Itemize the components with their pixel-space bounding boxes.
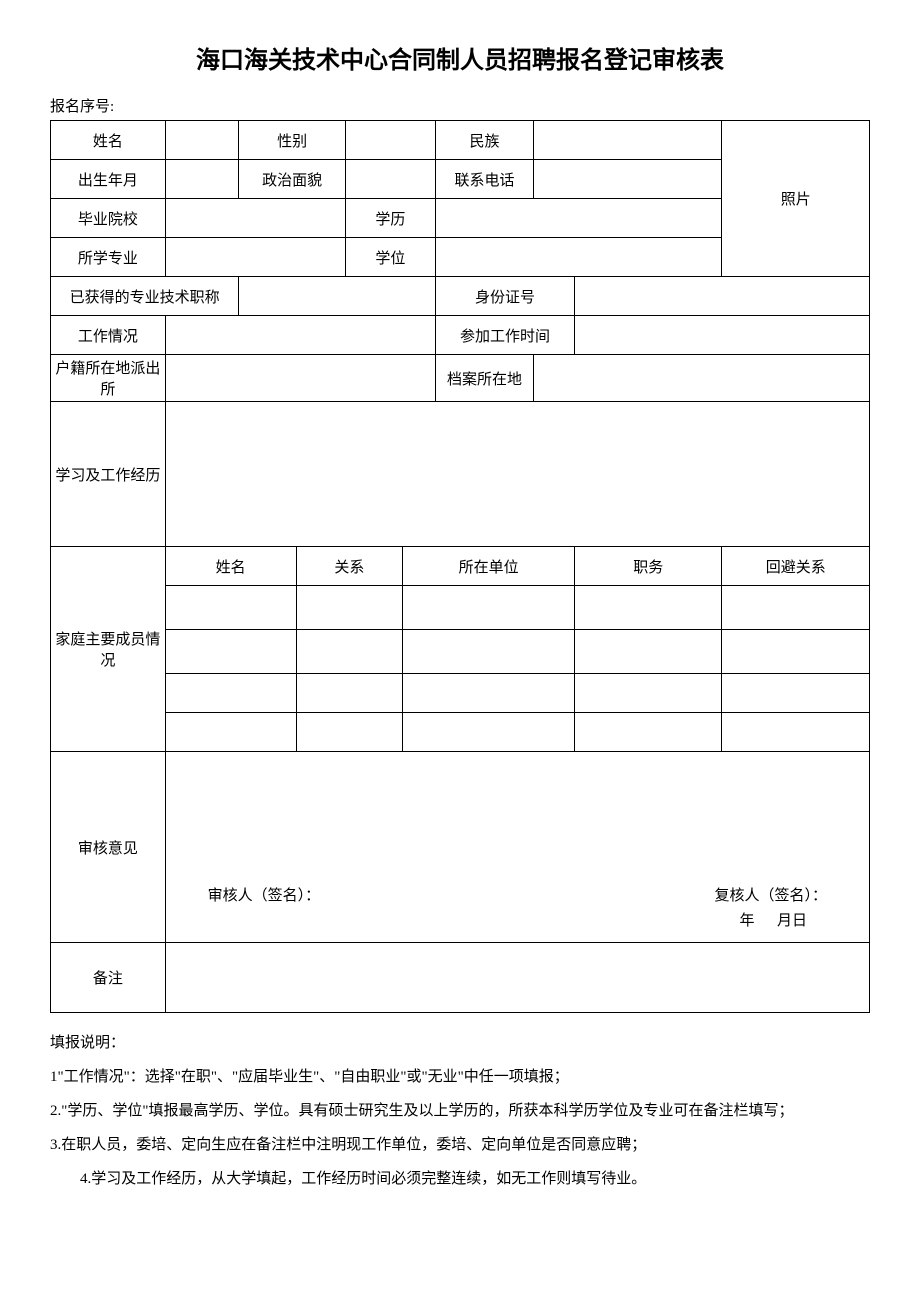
field-work-status[interactable] — [165, 316, 435, 355]
field-archive[interactable] — [534, 355, 870, 402]
fam-row-relation[interactable] — [296, 674, 402, 713]
fam-row-unit[interactable] — [403, 674, 575, 713]
label-phone: 联系电话 — [435, 160, 533, 199]
label-hukou: 户籍所在地派出所 — [51, 355, 166, 402]
fam-row-relation[interactable] — [296, 630, 402, 674]
field-degree[interactable] — [435, 238, 722, 277]
label-school: 毕业院校 — [51, 199, 166, 238]
label-rechecker-signature: 复核人（签名）： — [714, 884, 827, 905]
fam-row-avoid[interactable] — [722, 630, 870, 674]
fam-row-avoid[interactable] — [722, 713, 870, 752]
fam-row-relation[interactable] — [296, 713, 402, 752]
field-ethnicity[interactable] — [534, 121, 722, 160]
label-education: 学历 — [345, 199, 435, 238]
label-work-status: 工作情况 — [51, 316, 166, 355]
label-fam-unit: 所在单位 — [403, 547, 575, 586]
field-work-start[interactable] — [575, 316, 870, 355]
label-fam-position: 职务 — [575, 547, 722, 586]
form-title: 海口海关技术中心合同制人员招聘报名登记审核表 — [50, 40, 870, 75]
note-1: 1"工作情况"：选择"在职"、"应届毕业生"、"自由职业"或"无业"中任一项填报… — [50, 1062, 870, 1092]
label-major: 所学专业 — [51, 238, 166, 277]
instructions: 填报说明： 1"工作情况"：选择"在职"、"应届毕业生"、"自由职业"或"无业"… — [50, 1028, 870, 1194]
field-education[interactable] — [435, 199, 722, 238]
field-name[interactable] — [165, 121, 239, 160]
label-degree: 学位 — [345, 238, 435, 277]
label-archive: 档案所在地 — [435, 355, 533, 402]
fam-row-name[interactable] — [165, 630, 296, 674]
fam-row-avoid[interactable] — [722, 674, 870, 713]
field-political[interactable] — [345, 160, 435, 199]
label-ethnicity: 民族 — [435, 121, 533, 160]
label-birth: 出生年月 — [51, 160, 166, 199]
field-prof-title[interactable] — [239, 277, 436, 316]
field-id-no[interactable] — [575, 277, 870, 316]
field-hukou[interactable] — [165, 355, 435, 402]
fam-row-avoid[interactable] — [722, 586, 870, 630]
fam-row-position[interactable] — [575, 674, 722, 713]
fam-row-position[interactable] — [575, 586, 722, 630]
label-prof-title: 已获得的专业技术职称 — [51, 277, 239, 316]
fam-row-name[interactable] — [165, 713, 296, 752]
note-3: 3.在职人员，委培、定向生应在备注栏中注明现工作单位，委培、定向单位是否同意应聘… — [50, 1130, 870, 1160]
label-id-no: 身份证号 — [435, 277, 574, 316]
note-4: 4.学习及工作经历，从大学填起，工作经历时间必须完整连续，如无工作则填写待业。 — [50, 1164, 870, 1194]
label-family: 家庭主要成员情况 — [51, 547, 166, 752]
label-reviewer-signature: 审核人（签名）： — [208, 884, 321, 905]
fam-row-unit[interactable] — [403, 713, 575, 752]
label-name: 姓名 — [51, 121, 166, 160]
label-fam-relation: 关系 — [296, 547, 402, 586]
label-experience: 学习及工作经历 — [51, 402, 166, 547]
field-major[interactable] — [165, 238, 345, 277]
registration-form-table: 姓名 性别 民族 照片 出生年月 政治面貌 联系电话 毕业院校 学历 所学专业 … — [50, 120, 870, 1013]
fam-row-relation[interactable] — [296, 586, 402, 630]
note-2: 2."学历、学位"填报最高学历、学位。具有硕士研究生及以上学历的，所获本科学历学… — [50, 1096, 870, 1126]
field-school[interactable] — [165, 199, 345, 238]
fam-row-unit[interactable] — [403, 630, 575, 674]
field-gender[interactable] — [345, 121, 435, 160]
field-remark[interactable] — [165, 943, 869, 1013]
fam-row-name[interactable] — [165, 586, 296, 630]
label-fam-name: 姓名 — [165, 547, 296, 586]
notes-header: 填报说明： — [50, 1028, 870, 1058]
registration-number-label: 报名序号: — [50, 95, 870, 116]
fam-row-position[interactable] — [575, 630, 722, 674]
date-line: 年 月日 — [178, 909, 857, 930]
label-political: 政治面貌 — [239, 160, 345, 199]
label-fam-avoid: 回避关系 — [722, 547, 870, 586]
label-review: 审核意见 — [51, 752, 166, 943]
label-gender: 性别 — [239, 121, 345, 160]
label-work-start: 参加工作时间 — [435, 316, 574, 355]
fam-row-name[interactable] — [165, 674, 296, 713]
field-photo[interactable]: 照片 — [722, 121, 870, 277]
field-review[interactable]: 审核人（签名）： 复核人（签名）： 年 月日 — [165, 752, 869, 943]
fam-row-unit[interactable] — [403, 586, 575, 630]
field-phone[interactable] — [534, 160, 722, 199]
field-experience[interactable] — [165, 402, 869, 547]
fam-row-position[interactable] — [575, 713, 722, 752]
label-remark: 备注 — [51, 943, 166, 1013]
field-birth[interactable] — [165, 160, 239, 199]
